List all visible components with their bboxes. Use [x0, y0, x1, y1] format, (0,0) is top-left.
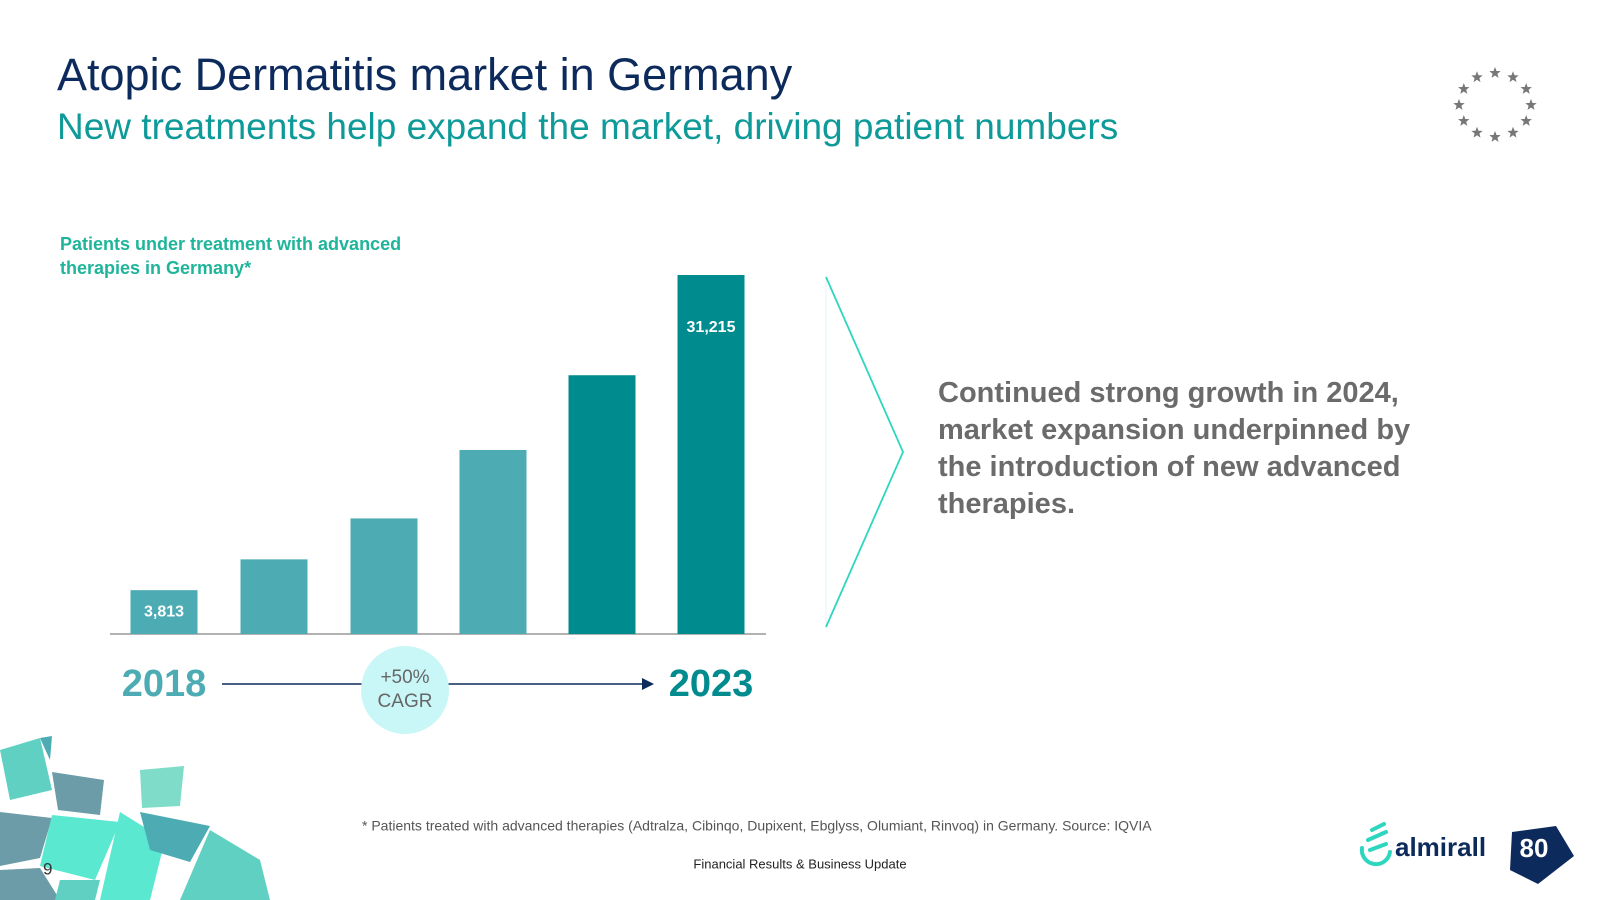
- page-number: 9: [43, 859, 52, 878]
- chart-title: Patients under treatment with advanced t…: [60, 234, 402, 278]
- x-tick-label: 2018: [122, 663, 207, 705]
- subtitle: New treatments help expand the market, d…: [57, 106, 1118, 147]
- decoration: [0, 736, 270, 900]
- star: [1507, 126, 1519, 138]
- star: [1520, 83, 1532, 94]
- cagr-value: +50%: [380, 667, 429, 688]
- badge: [1510, 826, 1574, 884]
- bar: [459, 449, 527, 634]
- bar: [677, 275, 745, 634]
- star: [1471, 126, 1483, 138]
- chevron: [825, 276, 904, 628]
- value-label: 31,215: [687, 319, 736, 336]
- star: [1453, 99, 1465, 110]
- bar: [240, 559, 308, 634]
- arrow-head: [642, 678, 654, 690]
- title: Atopic Dermatitis market in Germany: [57, 49, 793, 100]
- value-label: 3,813: [144, 603, 184, 620]
- star: [1525, 99, 1537, 110]
- logo: almirall: [1395, 832, 1486, 862]
- note: Continued strong growth in 2024, market …: [938, 377, 1411, 520]
- star: [1507, 71, 1519, 83]
- footer: Financial Results & Business Update: [693, 856, 906, 871]
- footnote: * Patients treated with advanced therapi…: [362, 818, 1152, 834]
- star: [1489, 131, 1501, 142]
- badge-text: 80: [1520, 833, 1549, 863]
- star: [1520, 115, 1532, 126]
- eu-stars: [1453, 67, 1537, 142]
- cagr-label: CAGR: [378, 691, 433, 712]
- logo-icon: [1359, 822, 1392, 867]
- star: [1458, 115, 1470, 126]
- cagr-circle: [361, 646, 449, 734]
- x-tick-label: 2023: [669, 663, 754, 705]
- bar: [350, 518, 418, 634]
- bar: [568, 375, 636, 634]
- bar: [130, 590, 198, 634]
- star: [1489, 67, 1501, 78]
- chart-title-box: Patients under treatment with advanced t…: [60, 234, 402, 278]
- star: [1471, 71, 1483, 83]
- star: [1458, 83, 1470, 94]
